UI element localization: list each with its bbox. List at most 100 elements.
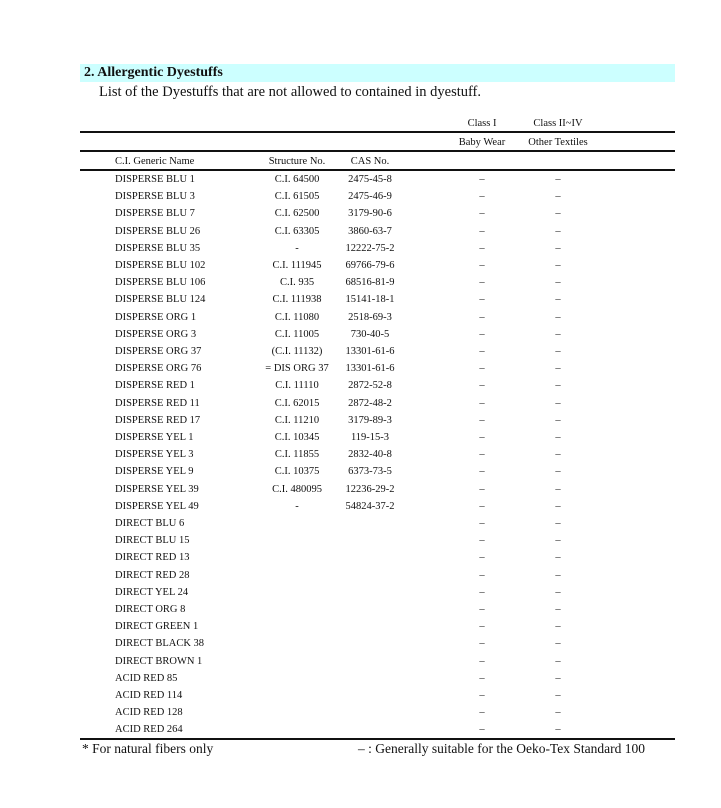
- cell-name: DIRECT ORG 8: [115, 604, 186, 615]
- cell-name: DISPERSE BLU 106: [115, 277, 206, 289]
- cell-cas: 119-15-3: [350, 432, 390, 443]
- intro-text: List of the Dyestuffs that are not allow…: [99, 84, 482, 100]
- cell-structure: C.I. 62500: [274, 208, 320, 220]
- cell-name: DISPERSE YEL 49: [115, 500, 199, 512]
- cell-class1: –: [479, 569, 485, 581]
- cell-class2: –: [555, 363, 561, 375]
- cell-class1: –: [479, 621, 485, 633]
- cell-cas: 3179-89-3: [348, 414, 392, 426]
- cell-structure: C.I. 935: [279, 277, 315, 289]
- cell-class1: –: [479, 225, 485, 237]
- cell-class1: –: [479, 672, 485, 684]
- cell-name: DISPERSE BLU 7: [115, 208, 195, 220]
- cell-class1: –: [479, 518, 485, 529]
- cell-class2: –: [555, 483, 561, 495]
- cell-name: DISPERSE BLU 1: [115, 174, 195, 185]
- cell-name: DISPERSE BLU 26: [115, 225, 201, 237]
- cell-structure: C.I. 63305: [274, 225, 320, 237]
- section-title: 2. Allergentic Dyestuffs: [84, 65, 223, 80]
- cell-class2: –: [555, 466, 561, 478]
- cell-name: DIRECT RED 28: [115, 569, 190, 581]
- cell-class2: –: [555, 242, 561, 254]
- cell-name: DISPERSE RED 1: [115, 380, 195, 392]
- cell-name: DISPERSE YEL 9: [115, 466, 194, 478]
- cell-class2: –: [555, 638, 561, 650]
- footnote-left: * For natural fibers only: [82, 741, 214, 756]
- cell-name: DISPERSE RED 11: [115, 397, 200, 409]
- cell-structure: C.I. 11210: [274, 414, 320, 426]
- section-heading-band: 2. Allergentic Dyestuffs: [80, 64, 675, 82]
- cell-class1: –: [479, 380, 485, 392]
- cell-structure: C.I. 480095: [272, 483, 322, 495]
- cell-class1: –: [479, 449, 485, 461]
- cell-class1: –: [479, 483, 485, 495]
- cell-cas: 6373-73-5: [348, 466, 392, 478]
- cell-class1: –: [479, 277, 485, 289]
- cell-class2: –: [555, 174, 561, 185]
- cell-class1: –: [479, 638, 485, 650]
- cell-cas: 12222-75-2: [345, 242, 395, 254]
- cell-structure: -: [295, 242, 299, 254]
- cell-class2: –: [555, 414, 561, 426]
- class-header-1: Class I: [467, 118, 497, 129]
- cell-structure: C.I. 62015: [274, 397, 320, 409]
- cell-class1: –: [479, 260, 485, 271]
- cell-class1: –: [479, 604, 485, 615]
- cell-class2: –: [555, 432, 561, 443]
- cell-class2: –: [555, 724, 561, 736]
- cell-class1: –: [479, 346, 485, 357]
- cell-name: DISPERSE ORG 37: [115, 346, 202, 357]
- cell-structure: C.I. 111945: [272, 260, 322, 271]
- cell-class2: –: [555, 690, 561, 701]
- cell-name: DISPERSE ORG 1: [115, 311, 197, 323]
- cell-class2: –: [555, 260, 561, 271]
- cell-name: ACID RED 264: [115, 724, 183, 736]
- cell-class1: –: [479, 311, 485, 323]
- cell-name: DISPERSE ORG 76: [115, 363, 202, 375]
- cell-cas: 3860-63-7: [348, 225, 392, 237]
- class-header-2: Class II~IV: [533, 118, 583, 129]
- cell-name: ACID RED 128: [115, 707, 183, 719]
- table-rule: [80, 738, 675, 740]
- cell-class2: –: [555, 328, 561, 340]
- table-rule: [80, 169, 675, 171]
- cell-class2: –: [555, 294, 561, 306]
- cell-name: DIRECT BLU 6: [115, 518, 185, 529]
- cell-name: DISPERSE ORG 3: [115, 328, 197, 340]
- cell-name: DIRECT BLACK 38: [115, 638, 205, 650]
- cell-structure: C.I. 10375: [274, 466, 320, 478]
- cell-name: DIRECT YEL 24: [115, 586, 189, 598]
- class-subheader-1: Baby Wear: [458, 137, 506, 148]
- cell-class1: –: [479, 500, 485, 512]
- cell-class2: –: [555, 707, 561, 719]
- cell-name: DISPERSE BLU 102: [115, 260, 206, 271]
- cell-structure: (C.I. 11132): [271, 346, 323, 357]
- cell-cas: 2872-48-2: [348, 397, 392, 409]
- cell-cas: 68516-81-9: [345, 277, 395, 289]
- cell-name: DIRECT BROWN 1: [115, 655, 203, 667]
- cell-cas: 54824-37-2: [345, 500, 395, 512]
- cell-class2: –: [555, 672, 561, 684]
- cell-name: DISPERSE YEL 39: [115, 483, 199, 495]
- cell-class2: –: [555, 277, 561, 289]
- cell-class1: –: [479, 432, 485, 443]
- cell-class1: –: [479, 655, 485, 667]
- cell-cas: 12236-29-2: [345, 483, 395, 495]
- cell-class1: –: [479, 535, 485, 547]
- cell-name: DISPERSE BLU 3: [115, 191, 195, 203]
- cell-class1: –: [479, 328, 485, 340]
- cell-cas: 13301-61-6: [345, 363, 395, 375]
- cell-class1: –: [479, 242, 485, 254]
- cell-structure: C.I. 10345: [274, 432, 320, 443]
- cell-class1: –: [479, 552, 485, 564]
- cell-cas: 15141-18-1: [345, 294, 395, 306]
- column-header-name: C.I. Generic Name: [115, 156, 195, 167]
- cell-class2: –: [555, 346, 561, 357]
- cell-cas: 2475-46-9: [348, 191, 392, 203]
- cell-cas: 3179-90-6: [348, 208, 392, 220]
- cell-class1: –: [479, 414, 485, 426]
- cell-name: DISPERSE YEL 1: [115, 432, 194, 443]
- cell-class2: –: [555, 500, 561, 512]
- cell-class2: –: [555, 518, 561, 529]
- cell-name: DISPERSE YEL 3: [115, 449, 194, 461]
